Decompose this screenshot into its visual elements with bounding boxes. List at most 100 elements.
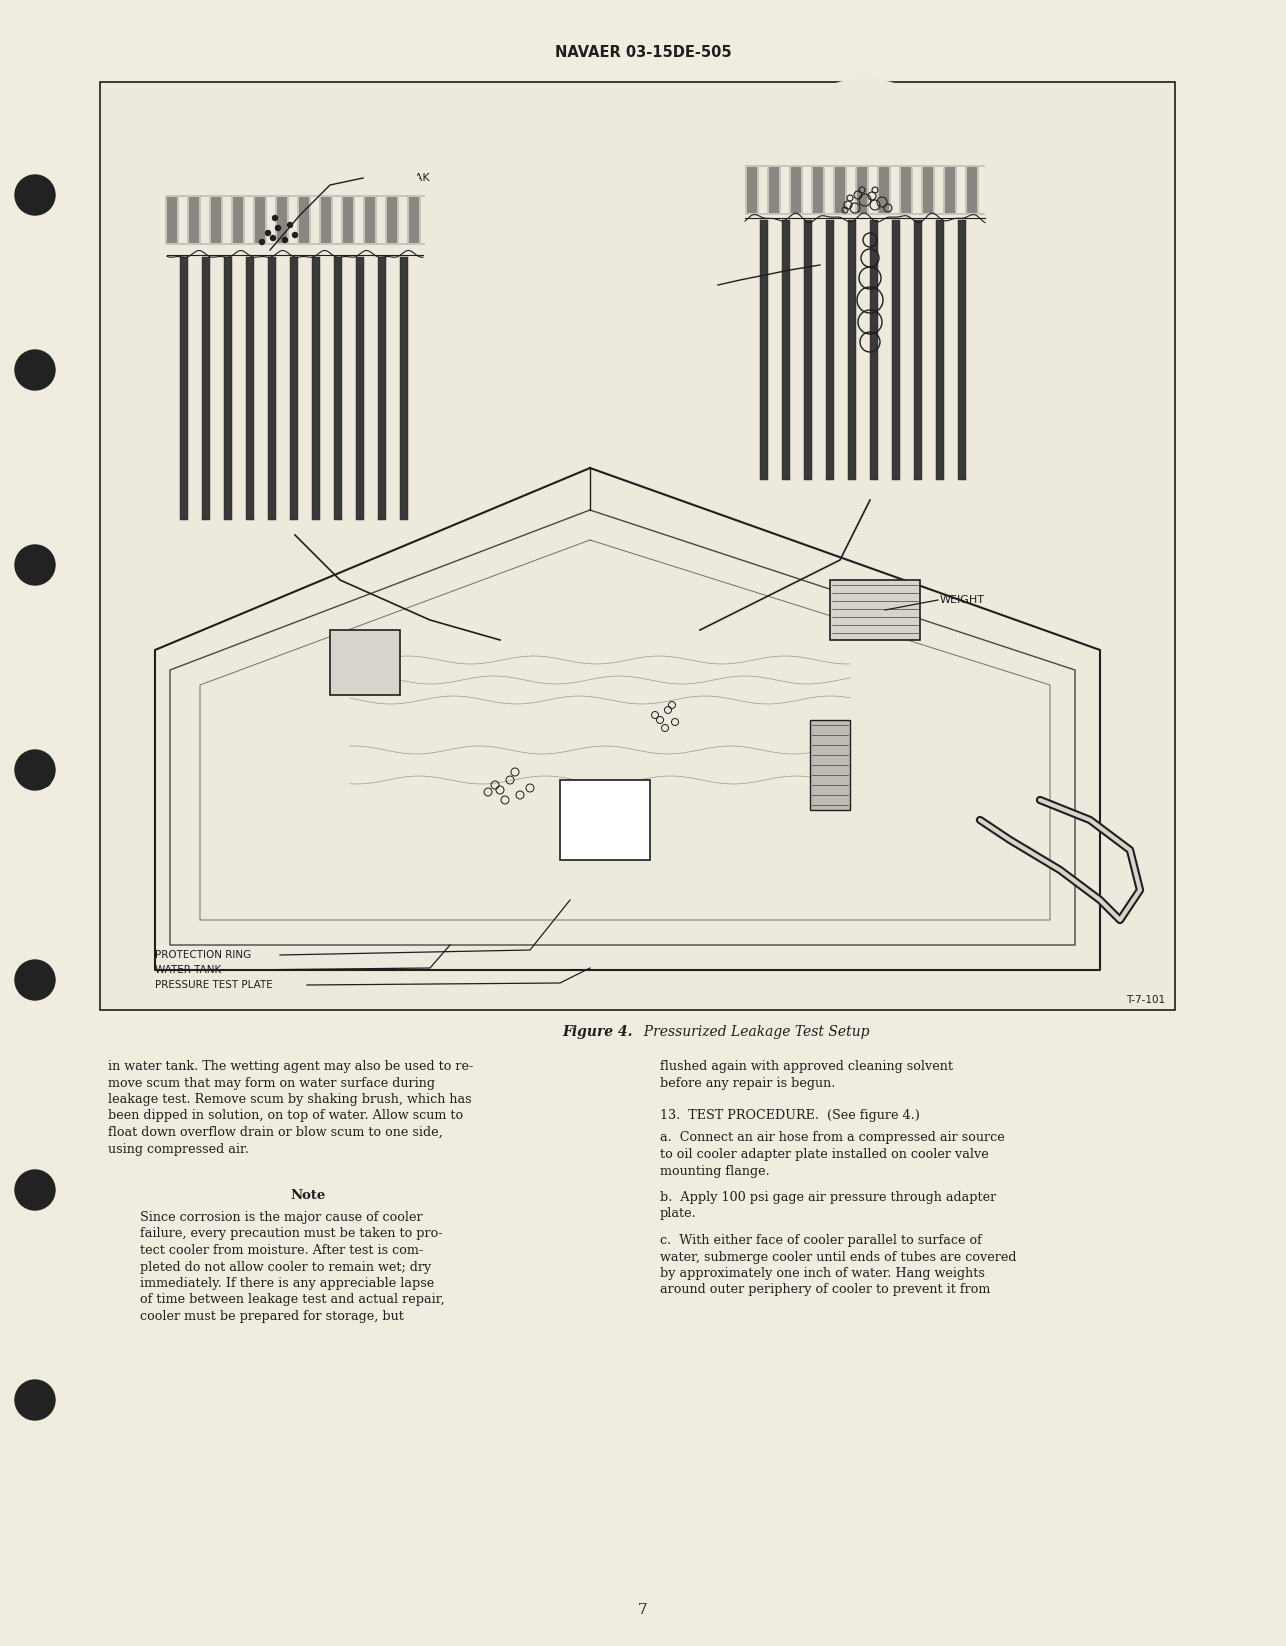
Circle shape [270,235,275,240]
Bar [826,221,835,481]
Circle shape [288,222,292,227]
Circle shape [275,226,280,230]
Text: using compressed air.: using compressed air. [108,1142,249,1155]
Bar [760,221,768,481]
Text: pleted do not allow cooler to remain wet; dry: pleted do not allow cooler to remain wet… [140,1261,431,1274]
Text: PRESSURE TEST PLATE: PRESSURE TEST PLATE [156,979,273,989]
Text: Pressurized Leakage Test Setup: Pressurized Leakage Test Setup [635,1025,869,1039]
Bar [769,166,779,212]
Text: float down overflow drain or blow scum to one side,: float down overflow drain or blow scum t… [108,1126,442,1139]
Bar [300,198,309,244]
Bar [979,166,986,212]
Bar [300,257,311,520]
Bar [847,166,855,212]
Bar [387,257,399,520]
Text: plate.: plate. [660,1208,697,1220]
Bar [745,165,985,216]
Bar [255,257,267,520]
Text: b.  Apply 100 psi gage air pressure through adapter: b. Apply 100 psi gage air pressure throu… [660,1192,997,1203]
Bar [847,221,856,481]
Bar [377,198,385,244]
Bar [222,198,231,244]
Bar [343,198,352,244]
Text: leakage test. Remove scum by shaking brush, which has: leakage test. Remove scum by shaking bru… [108,1093,472,1106]
Bar [891,166,899,212]
Bar [835,221,847,481]
Text: before any repair is begun.: before any repair is begun. [660,1076,836,1090]
Bar [333,198,341,244]
Bar [365,198,376,244]
Bar [233,257,246,520]
Bar [409,257,421,520]
Text: WATER TANK: WATER TANK [156,965,221,974]
Bar [945,166,955,212]
Bar [935,166,943,212]
Text: Since corrosion is the major cause of cooler: Since corrosion is the major cause of co… [140,1211,423,1225]
Text: Figure 4.: Figure 4. [562,1025,633,1039]
Bar [901,166,910,212]
Bar [791,166,801,212]
Text: 7: 7 [638,1603,648,1616]
Bar [871,221,878,481]
Bar [246,198,253,244]
Bar [167,198,177,244]
Text: of time between leakage test and actual repair,: of time between leakage test and actual … [140,1294,445,1307]
Ellipse shape [135,100,455,540]
Text: around outer periphery of cooler to prevent it from: around outer periphery of cooler to prev… [660,1284,990,1297]
Text: Note: Note [291,1188,325,1202]
Bar [856,221,869,481]
Bar [189,257,201,520]
Bar [813,166,823,212]
Bar [826,166,833,212]
Bar [880,221,891,481]
Circle shape [292,232,297,237]
Text: mounting flange.: mounting flange. [660,1164,770,1177]
Bar [957,166,964,212]
Bar [559,780,649,859]
Bar [202,257,210,520]
Bar [365,257,377,520]
Circle shape [15,1170,55,1210]
Bar [813,221,826,481]
Bar [923,221,935,481]
Bar [967,221,979,481]
Text: TUBE LEAK: TUBE LEAK [720,280,781,290]
Circle shape [15,960,55,1001]
Bar [421,198,430,244]
Bar [276,198,287,244]
Bar [782,221,790,481]
Bar [289,198,297,244]
Bar [267,257,276,520]
Bar [791,221,802,481]
Bar [276,257,289,520]
Bar [769,221,781,481]
Text: WEIGHT: WEIGHT [940,594,985,606]
Bar [201,198,210,244]
Circle shape [15,174,55,216]
Text: tect cooler from moisture. After test is com-: tect cooler from moisture. After test is… [140,1244,423,1258]
Bar [255,198,265,244]
Circle shape [265,230,270,235]
Bar [945,221,957,481]
Bar [399,198,406,244]
Text: in water tank. The wetting agent may also be used to re-: in water tank. The wetting agent may als… [108,1060,473,1073]
Bar [343,257,355,520]
Text: move scum that may form on water surface during: move scum that may form on water surface… [108,1076,435,1090]
Circle shape [15,545,55,584]
Bar [400,257,408,520]
Bar [378,257,386,520]
Bar [387,198,397,244]
Bar [901,221,913,481]
Bar [804,221,811,481]
Circle shape [15,751,55,790]
Bar [311,198,319,244]
Text: a.  Connect an air hose from a compressed air source: a. Connect an air hose from a compressed… [660,1131,1004,1144]
Bar [869,166,877,212]
Bar [211,257,222,520]
Bar [856,166,867,212]
Bar [312,257,320,520]
Bar [958,221,966,481]
Bar [747,166,757,212]
Text: failure, every precaution must be taken to pro-: failure, every precaution must be taken … [140,1228,442,1241]
Bar [914,221,922,481]
